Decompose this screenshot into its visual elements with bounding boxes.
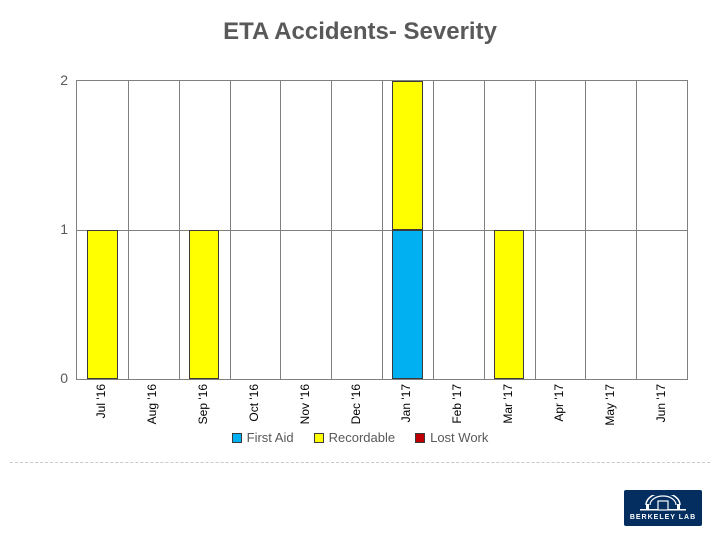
x-tick-label: Jun '17 [654, 384, 668, 422]
bar-stack [87, 230, 118, 379]
gridline-v [179, 81, 180, 379]
legend-item: Recordable [314, 430, 396, 445]
legend-label: Recordable [329, 430, 396, 445]
divider [10, 462, 710, 463]
x-tick-label: Nov '16 [298, 384, 312, 424]
x-tick-label: Mar '17 [501, 384, 515, 424]
x-tick-label: Jan '17 [399, 384, 413, 422]
x-tick-label: Oct '16 [247, 384, 261, 422]
legend-label: Lost Work [430, 430, 488, 445]
chart-title: ETA Accidents- Severity [0, 18, 720, 46]
chart-area: 012 Jul '16 Aug '16 Sep '16 Oct '16 Nov '16 D… [50, 80, 690, 440]
gridline-v [585, 81, 586, 379]
x-tick-label: Jul '16 [94, 384, 108, 418]
bar-segment [87, 230, 118, 379]
gridline-v [128, 81, 129, 379]
y-axis: 012 [50, 80, 74, 380]
gridline-v [331, 81, 332, 379]
bar-stack [189, 230, 220, 379]
legend-item: Lost Work [415, 430, 488, 445]
bar-segment [392, 81, 423, 230]
lab-logo: BERKELEY LAB [624, 490, 702, 526]
x-tick-label: Dec '16 [349, 384, 363, 424]
gridline-v [382, 81, 383, 379]
legend-label: First Aid [247, 430, 294, 445]
x-axis: Jul '16 Aug '16 Sep '16 Oct '16 Nov '16 Dec '… [76, 384, 688, 436]
bar-segment [392, 230, 423, 379]
gridline-v [535, 81, 536, 379]
gridline-v [280, 81, 281, 379]
logo-text: BERKELEY LAB [630, 514, 696, 521]
x-tick-label: Aug '16 [145, 384, 159, 424]
plot-area [76, 80, 688, 380]
x-tick-label: Apr '17 [552, 384, 566, 422]
bar-segment [189, 230, 220, 379]
legend: First Aid Recordable Lost Work [0, 430, 720, 446]
y-tick-label: 0 [60, 370, 68, 386]
gridline-v [484, 81, 485, 379]
bar-stack [392, 81, 423, 379]
gridline-v [230, 81, 231, 379]
gridline-v [433, 81, 434, 379]
logo-building-icon [640, 495, 686, 513]
legend-swatch [314, 433, 324, 443]
slide: ETA Accidents- Severity 012 Jul '16Aug '… [0, 0, 720, 540]
y-tick-label: 2 [60, 72, 68, 88]
bar-stack [494, 230, 525, 379]
x-tick-label: Sep '16 [196, 384, 210, 424]
gridline-v [636, 81, 637, 379]
legend-swatch [232, 433, 242, 443]
legend-swatch [415, 433, 425, 443]
x-tick-label: Feb '17 [450, 384, 464, 424]
bar-segment [494, 230, 525, 379]
x-tick-label: May '17 [603, 384, 617, 426]
y-tick-label: 1 [60, 221, 68, 237]
legend-item: First Aid [232, 430, 294, 445]
